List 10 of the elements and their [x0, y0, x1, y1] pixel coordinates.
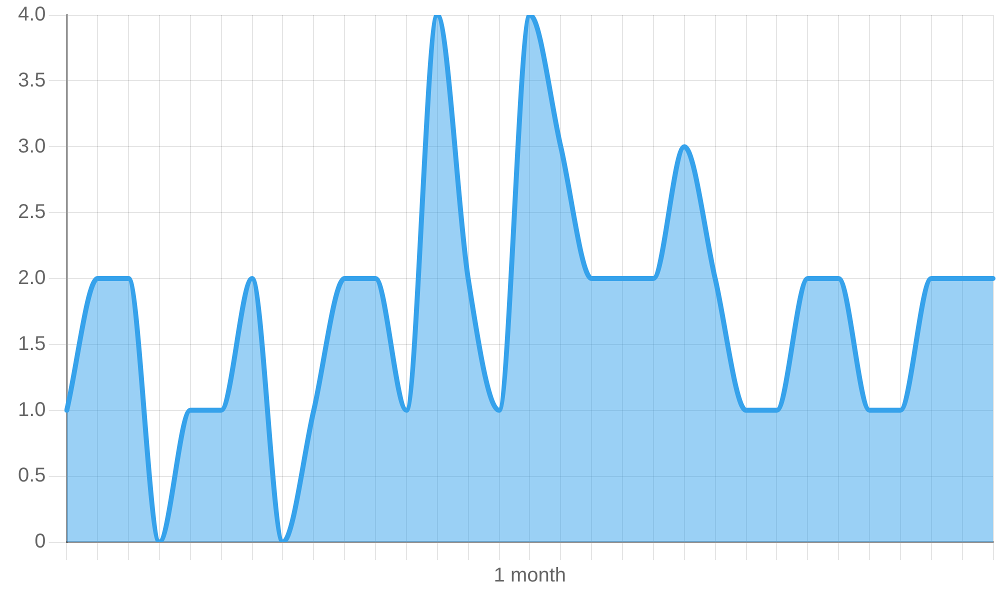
- y-tick-label: 0: [34, 530, 46, 553]
- y-tick-label: 2.0: [18, 267, 46, 290]
- y-tick-label: 2.5: [18, 201, 46, 224]
- y-tick-label: 3.5: [18, 69, 46, 92]
- y-tick-label: 0.5: [18, 464, 46, 487]
- y-tick-label: 1.5: [18, 332, 46, 355]
- y-tick-label: 1.0: [18, 398, 46, 421]
- x-tick-label: 1 month: [494, 564, 566, 587]
- y-tick-label: 3.0: [18, 135, 46, 158]
- y-tick-label: 4.0: [18, 4, 46, 26]
